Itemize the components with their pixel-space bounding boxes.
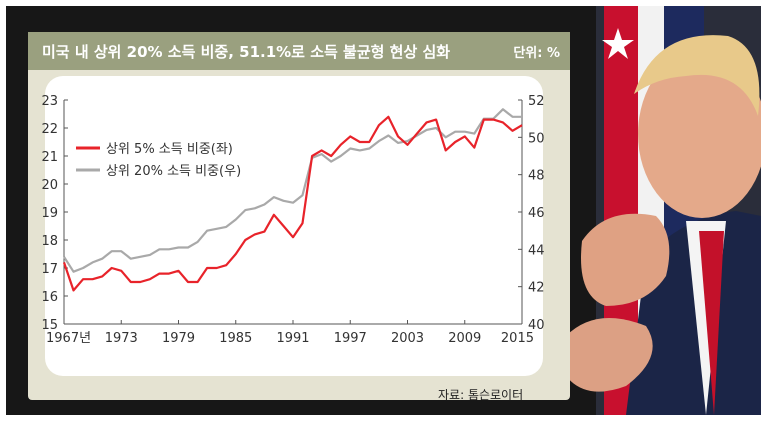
plot-area-background: [45, 76, 543, 376]
y-left-tick-label: 15: [41, 318, 58, 333]
infographic-frame: 미국 내 상위 20% 소득 비중, 51.1%로 소득 불균형 현상 심화 단…: [6, 6, 761, 415]
series-line-top20: [63, 108, 522, 273]
chart-title-bar: 미국 내 상위 20% 소득 비중, 51.1%로 소득 불균형 현상 심화 단…: [28, 32, 570, 70]
x-tick-label: 1985: [219, 331, 252, 346]
x-tick-label: 1991: [276, 331, 309, 346]
source-note: 자료: 톰슨로이터: [438, 388, 524, 402]
y-left-tick-label: 18: [41, 234, 58, 249]
chart-axes: 15 16 17 18 19 20 21 22 23 40 42 44 46 48 50 52 1967년 197…: [41, 94, 544, 346]
portrait-photo: [566, 6, 761, 415]
flag-star: [602, 28, 634, 59]
y-left-tick-label: 23: [41, 94, 58, 109]
x-tick-label: 2015: [501, 331, 534, 346]
x-tick-label: 2003: [391, 331, 424, 346]
y-right-tick-label: 42: [528, 281, 545, 296]
y-right-tick-label: 44: [528, 243, 545, 258]
left-hand: [581, 213, 670, 306]
hair: [634, 35, 760, 117]
y-right-tick-label: 40: [528, 318, 545, 333]
legend-label-top5: 상위 5% 소득 비중(좌): [106, 142, 233, 157]
y-right-tick-label: 52: [528, 94, 545, 109]
chart-title: 미국 내 상위 20% 소득 비중, 51.1%로 소득 불균형 현상 심화: [42, 43, 451, 61]
y-left-tick-label: 16: [41, 290, 58, 305]
y-left-tick-label: 20: [41, 178, 58, 193]
y-right-tick-label: 50: [528, 131, 545, 146]
x-tick-label: 1997: [334, 331, 367, 346]
x-tick-label: 1967년: [46, 331, 91, 346]
x-tick-label: 2009: [448, 331, 481, 346]
y-left-tick-label: 19: [41, 206, 58, 221]
legend-label-top20: 상위 20% 소득 비중(우): [106, 164, 241, 179]
face: [638, 50, 761, 218]
x-tick-label: 1979: [162, 331, 195, 346]
line-chart: 15 16 17 18 19 20 21 22 23 40 42 44 46 48 50 52 1967년 197…: [41, 94, 544, 346]
necktie: [699, 231, 724, 415]
y-left-tick-label: 17: [41, 262, 58, 277]
chart-legend: 상위 5% 소득 비중(좌) 상위 20% 소득 비중(우): [76, 142, 241, 179]
y-right-tick-label: 46: [528, 206, 545, 221]
series-line-top5: [62, 115, 523, 292]
y-left-tick-label: 21: [41, 150, 58, 165]
y-right-tick-label: 48: [528, 169, 545, 184]
right-hand: [566, 318, 653, 392]
chart-series: [62, 108, 523, 292]
unit-label: 단위: %: [513, 46, 560, 61]
y-left-tick-label: 22: [41, 122, 58, 137]
x-tick-label: 1973: [105, 331, 138, 346]
